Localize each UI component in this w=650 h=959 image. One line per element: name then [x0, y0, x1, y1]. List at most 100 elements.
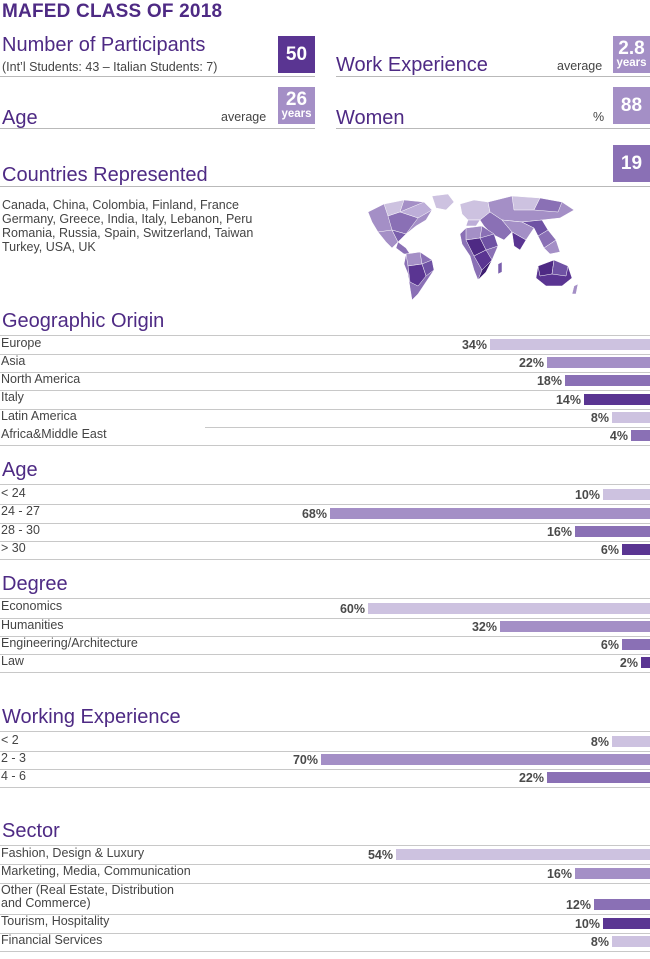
bar — [584, 394, 650, 405]
row-divider — [0, 914, 650, 915]
age-value-badge: 26 years — [278, 87, 315, 124]
value-label: 8% — [590, 735, 609, 749]
row-divider — [0, 372, 650, 373]
row-divider — [0, 672, 650, 673]
value-label: 22% — [518, 356, 544, 370]
row-divider — [0, 654, 650, 655]
row-label-line: and Commerce) — [1, 896, 91, 910]
countries-value-badge: 19 — [613, 145, 650, 182]
value-label: 12% — [565, 898, 591, 912]
divider — [0, 128, 315, 129]
page-title: MAFED CLASS OF 2018 — [2, 1, 223, 22]
row-label: Latin America — [1, 410, 77, 423]
row-label: Humanities — [1, 619, 64, 632]
countries-label: Countries Represented — [2, 164, 208, 186]
row-label-line: Engineering/Architecture — [1, 636, 138, 650]
age-unit: years — [281, 108, 312, 121]
work-experience-value-badge: 2.8 years — [613, 36, 650, 73]
value-label: 6% — [600, 543, 619, 557]
row-label: > 30 — [1, 542, 26, 555]
row-label-line: 24 - 27 — [1, 504, 40, 518]
value-label: 14% — [555, 393, 581, 407]
row-label-line: Europe — [1, 336, 42, 350]
countries-line: Germany, Greece, India, Italy, Lebanon, … — [2, 212, 253, 226]
row-label: 2 - 3 — [1, 752, 26, 765]
countries-line: Canada, China, Colombia, Finland, France — [2, 198, 239, 212]
bar — [612, 936, 650, 947]
row-label: Marketing, Media, Communication — [1, 865, 191, 878]
work-experience-qualifier: average — [557, 59, 603, 73]
section-title: Age — [2, 459, 38, 481]
section-divider — [0, 598, 650, 599]
value-label: 2% — [619, 656, 638, 670]
countries-value: 19 — [620, 153, 643, 174]
row-label-line: Other (Real Estate, Distribution — [1, 883, 174, 897]
divider — [0, 76, 315, 77]
countries-line: Turkey, USA, UK — [2, 240, 96, 254]
value-label: 4% — [609, 429, 628, 443]
row-divider — [0, 390, 650, 391]
divider — [336, 128, 650, 129]
work-experience-value: 2.8 — [618, 38, 645, 60]
bar — [575, 526, 650, 537]
row-label-line: North America — [1, 372, 81, 386]
row-label-line: Asia — [1, 354, 26, 368]
row-label: Other (Real Estate, Distribution and Comm… — [1, 884, 174, 910]
row-label: Engineering/Architecture — [1, 637, 138, 650]
row-label: < 24 — [1, 487, 26, 500]
row-label: 28 - 30 — [1, 524, 40, 537]
row-label: Africa&Middle East — [1, 428, 107, 441]
value-label: 10% — [574, 488, 600, 502]
row-divider — [0, 864, 650, 865]
section-title: Degree — [2, 573, 68, 595]
participants-label: Number of Participants — [2, 34, 206, 56]
row-label-line: Financial Services — [1, 933, 103, 947]
bar — [603, 489, 650, 500]
bar — [612, 736, 650, 747]
row-label: Europe — [1, 337, 41, 350]
row-label: 24 - 27 — [1, 505, 40, 518]
age-label: Age — [2, 107, 38, 129]
row-divider — [0, 409, 650, 410]
bar — [368, 603, 650, 614]
work-experience-label: Work Experience — [336, 54, 488, 76]
bar — [396, 849, 650, 860]
row-label-line: Tourism, Hospitality — [1, 914, 110, 928]
row-label: North America — [1, 373, 80, 386]
value-label: 6% — [600, 638, 619, 652]
value-label: 16% — [546, 867, 572, 881]
bar — [547, 772, 650, 783]
row-divider — [0, 933, 650, 934]
row-label-line: Marketing, Media, Communication — [1, 864, 191, 878]
world-map-icon — [367, 193, 579, 301]
row-label: Italy — [1, 391, 24, 404]
row-label: Economics — [1, 600, 62, 613]
work-experience-unit: years — [616, 57, 647, 70]
age-value: 26 — [285, 89, 308, 111]
row-label: Financial Services — [1, 934, 102, 947]
bar — [622, 639, 650, 650]
row-label-line: 28 - 30 — [1, 523, 40, 537]
bar — [641, 657, 650, 668]
bar — [612, 412, 650, 423]
value-label: 8% — [590, 411, 609, 425]
row-divider — [0, 787, 650, 788]
women-value-badge: 88 — [613, 87, 650, 124]
row-label-line: Italy — [1, 390, 24, 404]
row-label-line: Latin America — [1, 409, 77, 423]
participants-sub: (Int’l Students: 43 – Italian Students: … — [2, 60, 218, 74]
participants-value-badge: 50 — [278, 36, 315, 73]
divider — [336, 76, 650, 77]
value-label: 70% — [292, 753, 318, 767]
value-label: 8% — [590, 935, 609, 949]
row-label: Law — [1, 655, 24, 668]
row-divider — [0, 445, 650, 446]
bar — [575, 868, 650, 879]
row-label: Tourism, Hospitality — [1, 915, 109, 928]
row-label: 4 - 6 — [1, 770, 26, 783]
row-divider — [0, 354, 650, 355]
bar — [603, 918, 650, 929]
value-label: 34% — [461, 338, 487, 352]
participants-value: 50 — [285, 44, 308, 65]
row-label: < 2 — [1, 734, 19, 747]
